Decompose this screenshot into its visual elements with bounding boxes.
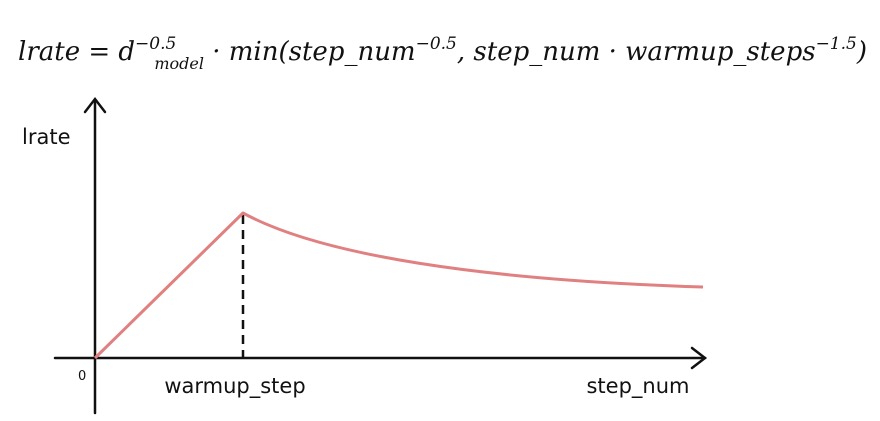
formula: lrate = d−0.5model · min(step_num−0.5, s… [18,14,867,94]
formula-exponent: −1.5 [815,34,857,54]
axes [53,96,708,415]
origin-label: 0 [78,369,86,384]
formula-text: lrate = d [18,37,136,67]
formula-text: · min(step_num [203,37,416,67]
formula-text: , step_num · warmup_steps [456,37,816,67]
x-arrow [690,346,708,370]
formula-exponent: −0.5 [415,34,457,54]
y-label: lrate [22,125,71,149]
x-label: step_num [586,374,689,399]
formula-subscript: model [154,54,204,73]
y-arrow [83,96,107,114]
warmup-label: warmup_step [164,374,305,399]
formula-exponent: −0.5 [135,34,177,54]
lrate-curve [93,211,704,360]
formula-text: ) [856,37,867,67]
